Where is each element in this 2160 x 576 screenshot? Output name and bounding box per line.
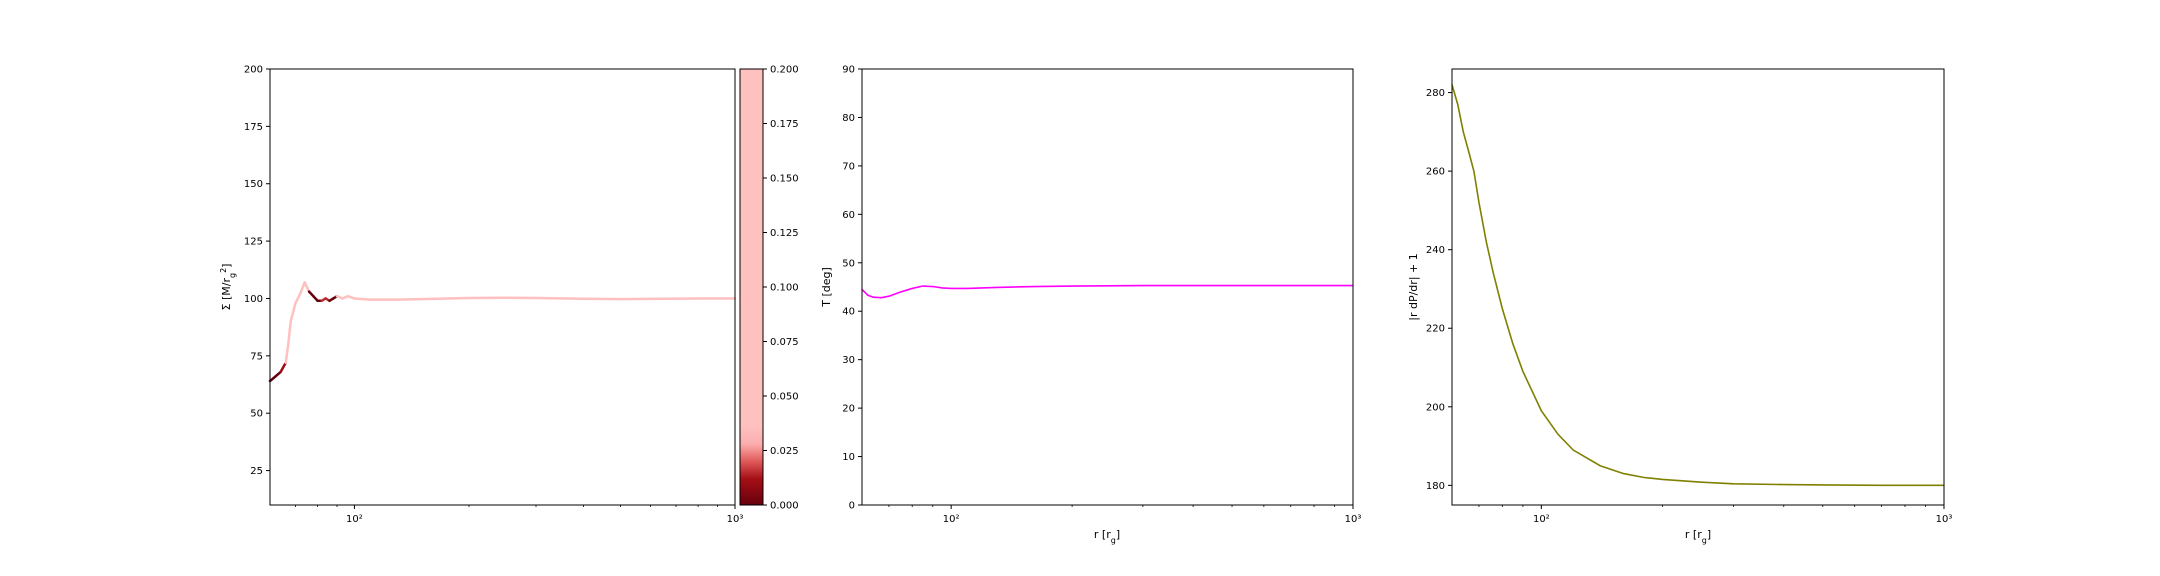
series-segment: [294, 292, 302, 305]
ytick-label: 100: [244, 294, 263, 305]
ytick-label: 260: [1426, 167, 1445, 178]
colorbar-tick-label: 0.025: [770, 446, 799, 457]
panel-3-xlabel: r [rg]: [1685, 528, 1711, 545]
panel-3-series: [1451, 84, 1944, 487]
panel-pressure-gradient: 180 200 220 240 260 280 10² 10³ |r dP/dr| + 1 r…: [1407, 68, 1952, 545]
ytick-label: 75: [250, 351, 263, 362]
colorbar-tick-label: 0.100: [770, 283, 799, 294]
series-segment: [289, 301, 297, 323]
colorbar-tick-label: 0.125: [770, 228, 799, 239]
panel-3-frame: [1451, 68, 1945, 506]
colorbar: 0.000 0.025 0.050 0.075 0.100 0.125 0.150 0.175…: [739, 65, 799, 512]
colorbar-tick-label: 0.075: [770, 337, 799, 348]
ytick-label: 125: [244, 237, 263, 248]
panel-2-ylabel: T [deg]: [820, 267, 833, 308]
panel-3-ylabel: |r dP/dr| + 1: [1407, 253, 1420, 320]
ytick-label: 220: [1426, 324, 1445, 335]
ytick-label: 60: [842, 210, 855, 221]
series-segment: [286, 320, 292, 346]
ytick-label: 10: [842, 452, 855, 463]
ytick-label: 50: [250, 409, 263, 420]
ytick-label: 70: [842, 161, 855, 172]
colorbar-tick-label: 0.150: [770, 174, 799, 185]
xtick-label: 10²: [1533, 514, 1550, 525]
colorbar-gradient: [739, 68, 764, 506]
panel-1-ticks: 25 50 75 100 125 150 175 200 10² 10³: [244, 65, 743, 526]
colorbar-tick-label: 0.175: [770, 119, 799, 130]
ytick-label: 240: [1426, 245, 1445, 256]
colorbar-ticks: 0.000 0.025 0.050 0.075 0.100 0.125 0.150 0.175…: [763, 65, 799, 512]
ytick-label: 90: [842, 65, 855, 76]
series-segment: [303, 281, 311, 293]
series-segment: [353, 297, 372, 301]
ytick-label: 175: [244, 122, 263, 133]
xtick-label: 10²: [943, 514, 960, 525]
ytick-label: 50: [842, 258, 855, 269]
series-line-0: [1451, 84, 1944, 487]
colorbar-tick-label: 0.000: [770, 501, 799, 512]
series-segment: [298, 281, 306, 296]
xtick-label: 10³: [1936, 514, 1953, 525]
panel-1-series: [268, 281, 737, 383]
ytick-label: 280: [1426, 88, 1445, 99]
series-segment: [534, 296, 585, 300]
xtick-label: 10³: [1345, 514, 1362, 525]
xtick-label: 10³: [727, 514, 744, 525]
ytick-label: 150: [244, 179, 263, 190]
ytick-label: 30: [842, 355, 855, 366]
panel-2-series: [861, 284, 1353, 299]
panel-temperature: 0 10 20 30 40 50 60 70 80 90 10² 10³ T [deg] r [rg]: [820, 65, 1361, 545]
ytick-label: 25: [250, 466, 263, 477]
ytick-label: 0: [849, 501, 855, 512]
series-segment: [430, 296, 471, 301]
series-segment: [396, 297, 434, 301]
panel-2-xlabel: r [rg]: [1094, 528, 1120, 545]
panel-1-ylabel: Σ [M/rg2]: [219, 264, 237, 311]
panel-2-frame: [861, 68, 1354, 506]
ytick-label: 20: [842, 404, 855, 415]
series-line-0: [861, 284, 1353, 299]
series-segment: [279, 361, 287, 374]
panel-1-frame: [269, 68, 736, 506]
colorbar-tick-label: 0.050: [770, 392, 799, 403]
ytick-label: 180: [1426, 481, 1445, 492]
ytick-label: 40: [842, 307, 855, 318]
panel-3-ticks: 180 200 220 240 260 280 10² 10³: [1426, 88, 1952, 525]
series-segment: [284, 343, 290, 364]
panel-surface-density: 25 50 75 100 125 150 175 200 10² 10³ Σ [M/rg2]: [219, 65, 744, 526]
xtick-label: 10²: [346, 514, 363, 525]
ytick-label: 200: [1426, 402, 1445, 413]
ytick-label: 80: [842, 113, 855, 124]
colorbar-tick-label: 0.200: [770, 65, 799, 76]
panel-2-ticks: 0 10 20 30 40 50 60 70 80 90 10² 10³: [842, 65, 1361, 526]
ytick-label: 200: [244, 65, 263, 76]
